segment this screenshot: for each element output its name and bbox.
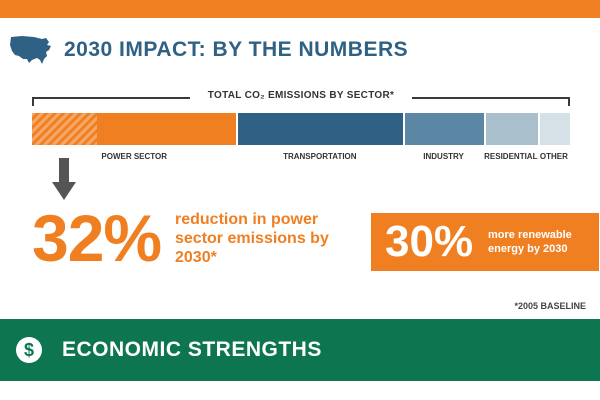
section-banner: $ ECONOMIC STRENGTHS [0, 319, 600, 381]
bar-segment-transportation [236, 113, 404, 145]
top-accent-bar [0, 0, 600, 18]
usa-map-icon [10, 36, 51, 64]
bar-segment-residential [483, 113, 538, 145]
page-title: 2030 IMPACT: BY THE NUMBERS [64, 38, 409, 61]
segment-label-industry: INDUSTRY [423, 152, 464, 161]
chart-bracket: TOTAL CO₂ EMISSIONS BY SECTOR* [32, 90, 570, 106]
segment-label-other: OTHER [539, 152, 568, 161]
segment-label-transportation: TRANSPORTATION [283, 152, 357, 161]
renewable-callout: 30% more renewable energy by 2030 [371, 213, 599, 271]
renewable-description: more renewable energy by 2030 [488, 229, 572, 255]
chart-title-text: TOTAL CO₂ EMISSIONS BY SECTOR* [201, 90, 401, 101]
dollar-icon: $ [16, 337, 42, 363]
bar-segment-industry [403, 113, 484, 145]
stacked-emissions-bar [32, 113, 570, 145]
renewable-percent: 30% [385, 217, 474, 266]
segment-label-residential: RESIDENTIAL [484, 152, 538, 161]
bracket-line-left [40, 97, 190, 99]
header: 2030 IMPACT: BY THE NUMBERS [8, 30, 408, 70]
reduction-description: reduction in power sector emissions by 2… [175, 211, 329, 266]
segment-label-power-sector: POWER SECTOR [101, 152, 168, 161]
bar-segment-power-sector [32, 113, 237, 145]
arrow-down-icon [52, 158, 76, 200]
bar-segment-other [537, 113, 570, 145]
bracket-right-edge [562, 97, 570, 106]
bracket-line-right [412, 97, 562, 99]
footnote: *2005 BASELINE [514, 301, 586, 311]
chart-title: TOTAL CO₂ EMISSIONS BY SECTOR* [32, 90, 570, 101]
reduction-percent: 32% [32, 201, 162, 275]
section-title: ECONOMIC STRENGTHS [62, 338, 322, 361]
bracket-left-edge [32, 97, 40, 106]
